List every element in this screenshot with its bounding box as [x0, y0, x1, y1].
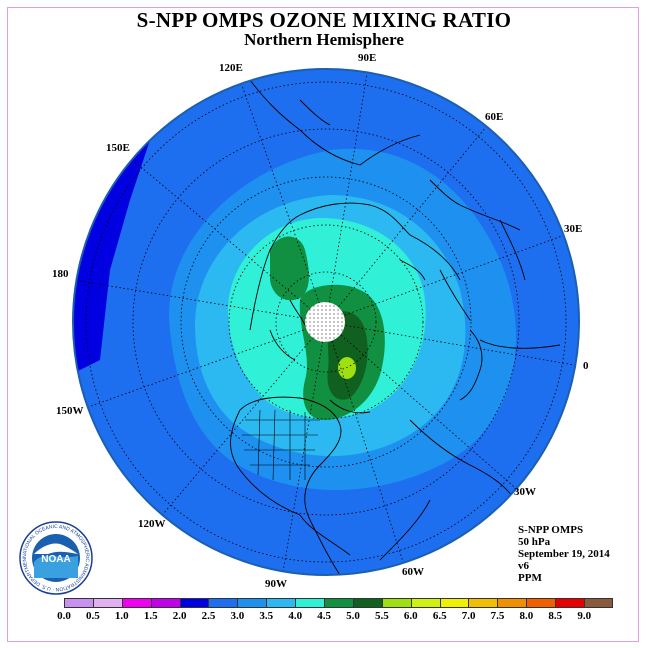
globe-outline [72, 68, 580, 576]
map-title: S-NPP OMPS OZONE MIXING RATIO [136, 8, 512, 32]
instrument-label: S-NPP OMPS [518, 524, 584, 536]
colorbar-swatch [584, 598, 613, 608]
colorbar-tick-label: 3.0 [230, 610, 245, 622]
colorbar-swatch [237, 598, 267, 608]
lon-label-60w: 60W [402, 566, 424, 578]
colorbar-swatch [526, 598, 556, 608]
version-label: v6 [518, 560, 529, 572]
ozone-band-5.5-6.0 [338, 357, 356, 379]
lon-label-60e: 60E [485, 111, 504, 123]
colorbar-tick-label: 5.5 [375, 610, 389, 622]
colorbar-swatch [179, 598, 209, 608]
colorbar-swatch [121, 598, 151, 608]
colorbar-swatch [150, 598, 180, 608]
colorbar-tick-label: 8.5 [548, 610, 563, 622]
colorbar-tick-label: 1.0 [114, 610, 129, 622]
ozone-band-4.5-5.0-north [270, 236, 309, 301]
colorbar-tick-label: 4.0 [288, 610, 303, 622]
lon-label-30e: 30E [564, 223, 583, 235]
colorbar [64, 598, 613, 608]
colorbar-swatch [497, 598, 527, 608]
colorbar-tick-label: 4.5 [317, 610, 331, 622]
colorbar-tick-label: 6.0 [403, 610, 418, 622]
colorbar-swatch [410, 598, 440, 608]
colorbar-tick-label: 2.0 [172, 610, 187, 622]
colorbar-swatch [266, 598, 296, 608]
graticule [73, 69, 579, 575]
colorbar-swatch [64, 598, 93, 608]
lon-label-120w: 120W [138, 518, 166, 530]
colorbar-tick-label: 0.5 [86, 610, 100, 622]
colorbar-tick-label: 7.0 [461, 610, 476, 622]
colorbar-tick-label: 2.5 [201, 610, 216, 622]
lon-label-90w: 90W [265, 578, 287, 590]
colorbar-tick-label: 5.0 [346, 610, 360, 622]
lon-label-150w: 150W [56, 405, 84, 417]
colorbar-tick-label: 7.5 [490, 610, 505, 622]
noaa-logo: NATIONAL OCEANIC AND ATMOSPHERIC ADMINIS… [18, 520, 93, 595]
colorbar-tick-label: 3.5 [259, 610, 274, 622]
colorbar-swatch [555, 598, 585, 608]
state-borders [242, 409, 320, 481]
colorbar-swatch [439, 598, 469, 608]
lon-label-90e: 90E [358, 52, 377, 64]
colorbar-swatch [324, 598, 353, 608]
colorbar-tick-label: 8.0 [519, 610, 534, 622]
colorbar-swatch [295, 598, 325, 608]
map-subtitle: Northern Hemisphere [244, 30, 404, 49]
lon-label-180: 180 [52, 268, 69, 280]
colorbar-tick-label: 9.0 [577, 610, 592, 622]
colorbar-ticks: 0.0 0.5 1.0 1.5 2.0 2.5 3.0 3.5 4.0 4.5 5.0 5.5 6.0 6… [0, 610, 648, 624]
colorbar-swatch [208, 598, 238, 608]
units-label: PPM [518, 572, 542, 584]
polar-night-stipple [305, 302, 345, 342]
colorbar-swatch [381, 598, 411, 608]
map-info-block: S-NPP OMPS 50 hPa September 19, 2014 v6 … [518, 524, 610, 584]
lon-label-150e: 150E [106, 142, 130, 154]
date-label: September 19, 2014 [518, 548, 610, 560]
figure-frame [7, 7, 639, 642]
colorbar-swatch [92, 598, 122, 608]
colorbar-tick-label: 1.5 [143, 610, 158, 622]
colorbar-swatch [352, 598, 382, 608]
colorbar-swatch [468, 598, 498, 608]
lon-label-0: 0 [583, 360, 589, 372]
colorbar-tick-label: 6.5 [432, 610, 447, 622]
svg-text:NOAA: NOAA [41, 554, 70, 565]
lon-label-30w: 30W [514, 486, 536, 498]
colorbar-tick-label: 0.0 [57, 610, 71, 622]
lon-label-120e: 120E [219, 62, 243, 74]
pressure-level-label: 50 hPa [518, 536, 551, 548]
